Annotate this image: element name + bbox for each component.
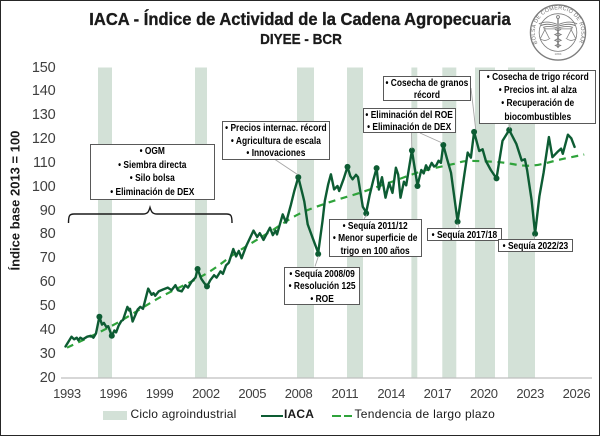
svg-text:1884: 1884: [555, 52, 562, 56]
